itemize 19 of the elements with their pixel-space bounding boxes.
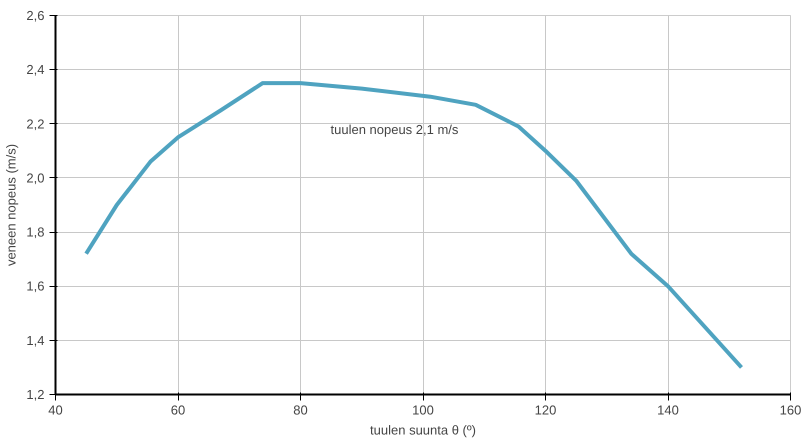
x-tick-label: 80 [293,402,308,418]
y-tick-label: 1,8 [26,224,45,240]
x-tick-label: 100 [412,402,434,418]
y-axis-title: veneen nopeus (m/s) [3,144,18,266]
line-series [84,81,744,370]
y-tick-label: 2,6 [26,8,45,23]
y-tick-label: 2,2 [26,116,45,132]
y-tick-label: 1,2 [26,387,45,402]
x-tick-label: 120 [534,402,556,418]
x-tick-label: 40 [48,402,63,418]
x-tick-label: 160 [780,402,802,418]
y-tick-label: 2,4 [26,62,45,78]
annotation: tuulen nopeus 2,1 m/s [330,122,459,137]
x-tick-label: 60 [170,402,186,418]
y-tick-label: 1,6 [26,278,45,294]
x-axis-title: tuulen suunta θ (º) [370,422,476,438]
y-tick-label: 1,4 [26,332,45,348]
y-tick-label: 2,0 [26,170,45,186]
x-tick-label: 140 [657,402,679,418]
